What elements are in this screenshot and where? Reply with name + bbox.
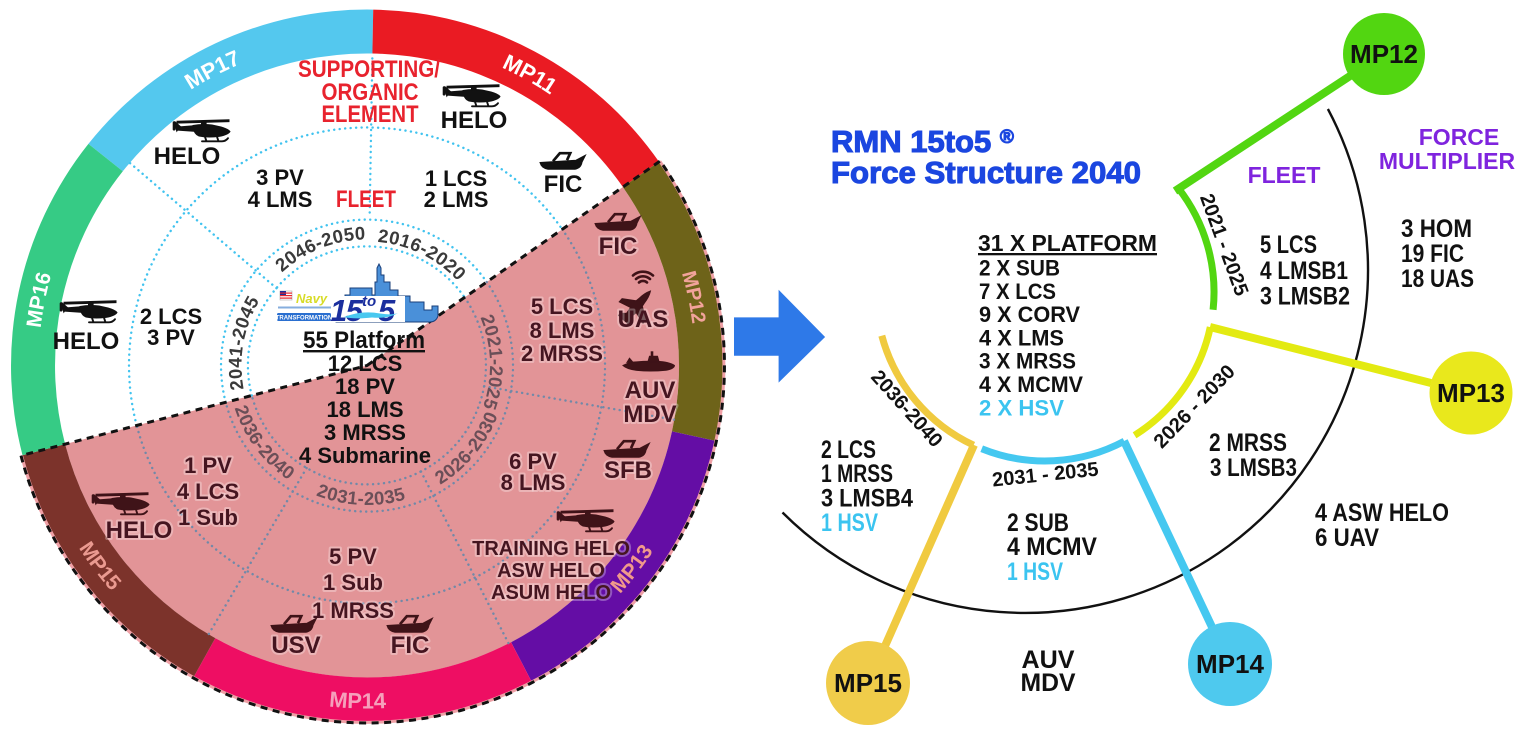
svg-text:31 X PLATFORM: 31 X PLATFORM bbox=[978, 230, 1157, 256]
svg-text:UAS: UAS bbox=[618, 306, 669, 333]
svg-text:4 LMSB1: 4 LMSB1 bbox=[1260, 257, 1348, 285]
svg-text:4 LMS: 4 LMS bbox=[248, 187, 313, 212]
svg-text:HELO: HELO bbox=[154, 143, 221, 170]
svg-text:1 Sub: 1 Sub bbox=[178, 505, 238, 530]
svg-text:FLEET: FLEET bbox=[1248, 162, 1321, 188]
svg-text:3 LMSB2: 3 LMSB2 bbox=[1260, 283, 1350, 311]
svg-text:18 PV: 18 PV bbox=[335, 374, 395, 399]
svg-text:8 LMS: 8 LMS bbox=[501, 470, 566, 495]
svg-text:HELO: HELO bbox=[441, 107, 508, 134]
svg-text:ORGANIC: ORGANIC bbox=[322, 79, 419, 106]
svg-text:15: 15 bbox=[330, 293, 364, 328]
svg-text:2 X HSV: 2 X HSV bbox=[979, 395, 1064, 420]
svg-text:4 LCS: 4 LCS bbox=[177, 479, 239, 504]
svg-text:MP12: MP12 bbox=[1350, 39, 1418, 69]
svg-text:2041-2045: 2041-2045 bbox=[224, 292, 263, 392]
svg-text:TRANSFORMATION: TRANSFORMATION bbox=[276, 316, 333, 322]
svg-text:1 MRSS: 1 MRSS bbox=[821, 460, 893, 488]
svg-text:2016-2020: 2016-2020 bbox=[377, 225, 471, 284]
svg-text:MULTIPLIER: MULTIPLIER bbox=[1379, 148, 1516, 174]
svg-text:3 PV: 3 PV bbox=[256, 165, 304, 190]
svg-text:6 UAV: 6 UAV bbox=[1315, 524, 1379, 552]
svg-text:Navy: Navy bbox=[296, 291, 328, 306]
svg-text:RMN 15to5 ®: RMN 15to5 ® bbox=[831, 124, 1014, 159]
svg-text:HELO: HELO bbox=[106, 517, 173, 544]
svg-text:12 LCS: 12 LCS bbox=[328, 351, 403, 376]
svg-text:AUV: AUV bbox=[625, 377, 676, 404]
svg-text:FIC: FIC bbox=[599, 233, 638, 260]
svg-text:55 Platform: 55 Platform bbox=[303, 327, 425, 354]
svg-text:3 LMSB4: 3 LMSB4 bbox=[821, 485, 913, 513]
svg-text:2 LMS: 2 LMS bbox=[424, 187, 489, 212]
svg-text:Force Structure 2040: Force Structure 2040 bbox=[831, 155, 1141, 190]
svg-text:FIC: FIC bbox=[391, 632, 430, 659]
svg-text:3 PV: 3 PV bbox=[147, 325, 195, 350]
svg-text:1 HSV: 1 HSV bbox=[821, 509, 878, 537]
svg-text:MDV: MDV bbox=[623, 401, 676, 428]
svg-text:5 LCS: 5 LCS bbox=[531, 294, 593, 319]
svg-text:19 FIC: 19 FIC bbox=[1401, 240, 1464, 268]
svg-text:AUV: AUV bbox=[1022, 646, 1075, 674]
svg-text:FORCE: FORCE bbox=[1419, 124, 1500, 150]
svg-text:1 LCS: 1 LCS bbox=[425, 166, 487, 191]
svg-text:4 Submarine: 4 Submarine bbox=[299, 443, 431, 468]
svg-text:4 ASW HELO: 4 ASW HELO bbox=[1315, 499, 1449, 527]
svg-text:2031 - 2035: 2031 - 2035 bbox=[991, 459, 1099, 492]
svg-text:ELEMENT: ELEMENT bbox=[322, 101, 419, 128]
svg-text:2 X SUB: 2 X SUB bbox=[979, 256, 1060, 281]
svg-text:2046-2050: 2046-2050 bbox=[271, 222, 366, 275]
svg-text:2 MRSS: 2 MRSS bbox=[521, 341, 603, 366]
svg-text:2021 - 2025: 2021 - 2025 bbox=[1195, 191, 1252, 299]
svg-text:SFB: SFB bbox=[604, 457, 652, 484]
svg-text:3 HOM: 3 HOM bbox=[1401, 215, 1472, 243]
svg-text:2 SUB: 2 SUB bbox=[1007, 509, 1069, 537]
svg-text:FLEET: FLEET bbox=[336, 186, 396, 213]
svg-text:6 PV: 6 PV bbox=[509, 449, 557, 474]
svg-text:2036-2040: 2036-2040 bbox=[866, 366, 946, 452]
svg-text:3 X MRSS: 3 X MRSS bbox=[979, 349, 1076, 374]
svg-text:2 LCS: 2 LCS bbox=[140, 304, 202, 329]
svg-text:5: 5 bbox=[378, 293, 396, 328]
svg-text:1 HSV: 1 HSV bbox=[1007, 558, 1063, 586]
svg-text:4 X LMS: 4 X LMS bbox=[979, 325, 1064, 350]
svg-text:18 LMS: 18 LMS bbox=[326, 397, 403, 422]
svg-text:4 MCMV: 4 MCMV bbox=[1007, 533, 1097, 561]
svg-text:HELO: HELO bbox=[53, 328, 120, 355]
svg-text:ASUM HELO: ASUM HELO bbox=[491, 582, 611, 604]
svg-text:5 PV: 5 PV bbox=[329, 544, 377, 569]
svg-text:8 LMS: 8 LMS bbox=[530, 318, 595, 343]
svg-text:5 LCS: 5 LCS bbox=[1260, 231, 1317, 259]
svg-text:MP14: MP14 bbox=[328, 687, 387, 714]
svg-text:2 MRSS: 2 MRSS bbox=[1209, 429, 1287, 457]
svg-text:MP13: MP13 bbox=[1437, 378, 1505, 408]
svg-text:4 X MCMV: 4 X MCMV bbox=[979, 372, 1083, 397]
svg-text:3 LMSB3: 3 LMSB3 bbox=[1210, 454, 1297, 482]
svg-text:1 PV: 1 PV bbox=[184, 453, 232, 478]
svg-text:TRAINING HELO: TRAINING HELO bbox=[472, 538, 630, 560]
svg-text:to: to bbox=[362, 293, 376, 310]
svg-text:FIC: FIC bbox=[544, 171, 583, 198]
svg-text:SUPPORTING/: SUPPORTING/ bbox=[298, 56, 440, 83]
svg-text:MP15: MP15 bbox=[834, 668, 902, 698]
svg-text:1 Sub: 1 Sub bbox=[323, 570, 383, 595]
svg-text:USV: USV bbox=[271, 632, 320, 659]
svg-text:2 LCS: 2 LCS bbox=[821, 436, 876, 464]
svg-text:3 MRSS: 3 MRSS bbox=[324, 420, 406, 445]
svg-text:7 X LCS: 7 X LCS bbox=[979, 279, 1056, 304]
svg-text:MP14: MP14 bbox=[1196, 649, 1264, 679]
svg-text:1 MRSS: 1 MRSS bbox=[312, 598, 394, 623]
svg-text:18 UAS: 18 UAS bbox=[1401, 265, 1474, 293]
svg-text:9 X CORV: 9 X CORV bbox=[979, 302, 1080, 327]
svg-text:ASW HELO: ASW HELO bbox=[497, 560, 605, 582]
svg-text:MDV: MDV bbox=[1021, 669, 1076, 697]
